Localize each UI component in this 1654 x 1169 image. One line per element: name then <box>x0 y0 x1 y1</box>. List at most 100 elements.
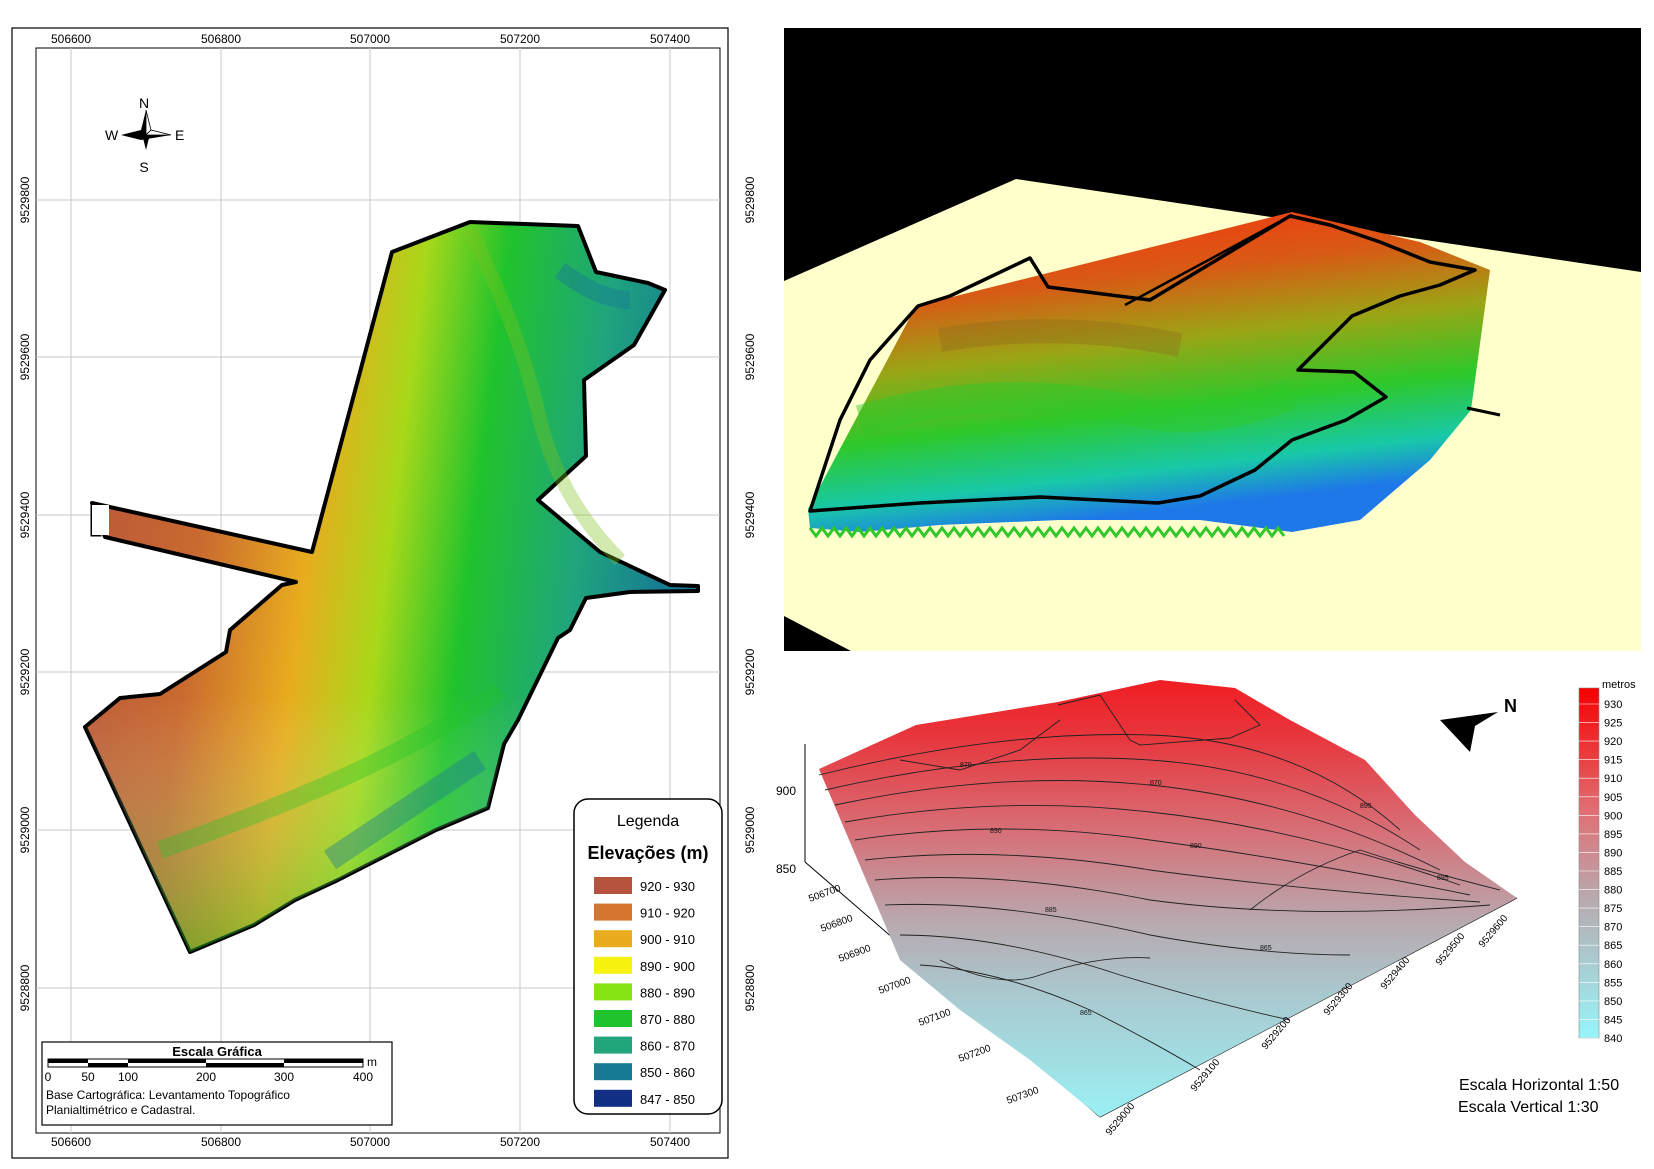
map-y-tick-left: 9529200 <box>18 648 32 695</box>
surface-colorbar: metros 930 925 920 915 910 905 900 895 890 885 880… <box>1578 679 1636 1045</box>
colorbar-level: 920 <box>1604 736 1622 748</box>
legend-label: 860 - 870 <box>640 1039 695 1054</box>
map-y-tick-left: 9529600 <box>18 333 32 380</box>
surface-x-tick: 507100 <box>917 1007 953 1029</box>
map-x-tick-bottom: 507400 <box>650 1135 690 1149</box>
legend-label: 847 - 850 <box>640 1092 695 1107</box>
terrain-spike-edge <box>808 525 1286 539</box>
map-y-tick-right: 9529200 <box>743 648 757 695</box>
map-y-tick-left: 9528800 <box>18 964 32 1011</box>
colorbar-level: 840 <box>1604 1033 1622 1045</box>
scale-bar-title: Escala Gráfica <box>172 1044 262 1059</box>
surface-mesh <box>819 680 1517 1117</box>
compass-w: W <box>105 127 119 143</box>
contour-label: 870 <box>960 762 972 769</box>
contour-label: 865 <box>1080 1010 1092 1017</box>
legend-swatch <box>594 983 632 1001</box>
colorbar-level: 925 <box>1604 718 1622 730</box>
colorbar-level: 905 <box>1604 792 1622 804</box>
map-y-tick-left: 9529800 <box>18 176 32 223</box>
map-x-tick-top: 507400 <box>650 32 690 46</box>
surface-z-tick: 850 <box>776 862 796 876</box>
compass-e: E <box>175 127 184 143</box>
colorbar-level: 930 <box>1604 699 1622 711</box>
colorbar-level: 860 <box>1604 959 1622 971</box>
colorbar-level: 870 <box>1604 922 1622 934</box>
contour-label: 870 <box>1150 780 1162 787</box>
scale-bar-tick: 0 <box>45 1070 52 1084</box>
map-x-tick-top: 507000 <box>350 32 390 46</box>
surface-y-tick: 9529600 <box>1477 913 1511 950</box>
scale-bar-unit: m <box>367 1055 377 1069</box>
contour-label: 890 <box>990 828 1002 835</box>
scale-vertical: Escala Vertical 1:30 <box>1458 1099 1599 1116</box>
colorbar-level: 885 <box>1604 866 1622 878</box>
elevation-area <box>83 220 700 954</box>
map-x-tick-top: 506800 <box>201 32 241 46</box>
legend-swatch <box>594 956 632 974</box>
map-y-tick-right: 9528800 <box>743 964 757 1011</box>
colorbar-level: 915 <box>1604 755 1622 767</box>
legend-label: 910 - 920 <box>640 906 695 921</box>
map-y-tick-left: 9529000 <box>18 806 32 853</box>
legend-swatch <box>594 1036 632 1054</box>
scale-bar-box: Escala Gráfica m 0 50 100 200 300 400 Ba… <box>41 1041 393 1126</box>
contour-label: 885 <box>1045 907 1057 914</box>
map-y-tick-left: 9529400 <box>18 491 32 538</box>
terrain-3d-view <box>784 28 1641 651</box>
legend-label: 850 - 860 <box>640 1065 695 1080</box>
surface-north-arrow-icon: N <box>1440 696 1517 752</box>
surface-x-tick: 507300 <box>1005 1085 1041 1107</box>
legend-subtitle: Elevações (m) <box>587 843 708 863</box>
contour-label: 895 <box>1437 875 1449 882</box>
colorbar-level: 895 <box>1604 829 1622 841</box>
map-y-tick-right: 9529000 <box>743 806 757 853</box>
contour-label: 865 <box>1260 945 1272 952</box>
colorbar-level: 845 <box>1604 1014 1622 1026</box>
colorbar-level: 900 <box>1604 810 1622 822</box>
scale-bar-tick: 50 <box>81 1070 95 1084</box>
cartographic-source-line2: Planialtimétrico e Cadastral. <box>46 1103 195 1117</box>
map-x-tick-bottom: 506800 <box>201 1135 241 1149</box>
scale-bar-tick: 100 <box>118 1070 138 1084</box>
legend-label: 870 - 880 <box>640 1012 695 1027</box>
legend-swatch <box>594 1063 632 1081</box>
legend-label: 900 - 910 <box>640 932 695 947</box>
legend-label: 880 - 890 <box>640 985 695 1000</box>
colorbar-level: 890 <box>1604 847 1622 859</box>
map-x-tick-bottom: 507000 <box>350 1135 390 1149</box>
legend-swatch <box>594 877 632 894</box>
map-legend: Legenda Elevações (m) 920 - 930 910 - 920… <box>573 798 723 1115</box>
contour-label: 890 <box>1190 843 1202 850</box>
compass-s: S <box>139 159 148 175</box>
compass-n: N <box>139 95 149 111</box>
scale-horizontal: Escala Horizontal 1:50 <box>1459 1077 1619 1094</box>
map-y-tick-right: 9529600 <box>743 333 757 380</box>
compass-rose-icon: N S E W <box>105 95 184 175</box>
colorbar-level: 855 <box>1604 977 1622 989</box>
terrain-boundary <box>808 214 1477 513</box>
map-y-tick-right: 9529400 <box>743 491 757 538</box>
legend-label: 920 - 930 <box>640 879 695 894</box>
surface-x-tick: 507000 <box>877 975 913 997</box>
map-x-tick-bottom: 507200 <box>500 1135 540 1149</box>
legend-swatch <box>594 903 632 921</box>
colorbar-level: 910 <box>1604 773 1622 785</box>
surface-x-tick: 506900 <box>837 943 873 965</box>
surface-plot: 870 870 890 890 885 865 865 895 895 900 … <box>776 679 1636 1138</box>
map-x-tick-top: 506600 <box>51 32 91 46</box>
colorbar-level: 865 <box>1604 940 1622 952</box>
legend-swatch <box>594 1089 632 1107</box>
scale-bar-tick: 400 <box>353 1070 373 1084</box>
terrain-surface <box>808 212 1490 532</box>
surface-north-label: N <box>1504 696 1517 716</box>
scale-bar-tick: 200 <box>196 1070 216 1084</box>
surface-x-tick: 506800 <box>819 913 855 935</box>
surface-x-tick: 506700 <box>807 883 843 905</box>
surface-z-tick: 900 <box>776 784 796 798</box>
legend-swatch <box>594 1010 632 1027</box>
map-panel: 506600 506800 507000 507200 507400 50660… <box>11 27 757 1159</box>
surface-contours <box>818 694 1501 1071</box>
map-x-tick-bottom: 506600 <box>51 1135 91 1149</box>
map-x-tick-top: 507200 <box>500 32 540 46</box>
